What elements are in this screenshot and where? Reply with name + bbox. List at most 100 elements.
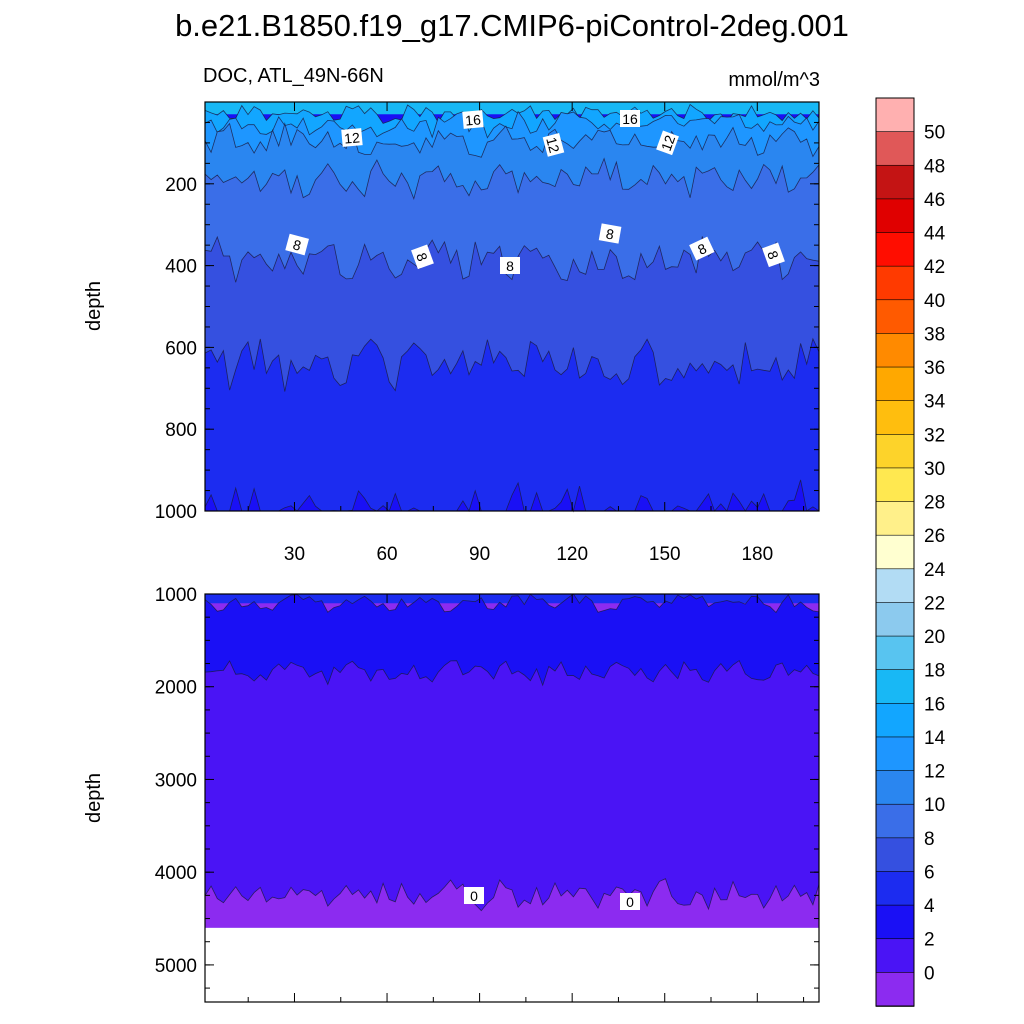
contour-line-6 (204, 337, 820, 392)
svg-text:12: 12 (658, 133, 678, 153)
colorbar-swatch (875, 703, 915, 738)
colorbar-label: 10 (924, 795, 945, 816)
colorbar-swatch (875, 568, 915, 604)
colorbar-swatch (875, 736, 915, 772)
lower-ylabel: depth (83, 773, 105, 823)
colorbar-swatch (875, 871, 915, 906)
colorbar-swatch (875, 770, 915, 806)
lower-panel: 1000 2000 3000 4000 5000 0 0 (155, 585, 820, 1003)
colorbar-label: 32 (924, 425, 945, 446)
colorbar-label: 22 (924, 593, 945, 614)
colorbar-swatch (875, 501, 915, 536)
colorbar-swatch (875, 467, 915, 503)
colorbar-frame (875, 97, 915, 1007)
svg-text:0: 0 (626, 894, 634, 910)
colorbar-swatch (875, 837, 915, 873)
contour-label: 8 (411, 244, 434, 270)
colorbar-label: 6 (924, 862, 935, 883)
colorbar-label: 14 (924, 728, 946, 749)
colorbar-swatch (875, 904, 915, 940)
colorbar-swatch (875, 299, 915, 335)
y-tick-label: 800 (165, 420, 197, 441)
colorbar-label: 2 (924, 930, 935, 951)
colorbar-swatch (875, 803, 915, 839)
y-tick-label: 400 (165, 257, 197, 278)
colorbar-label: 42 (924, 257, 945, 278)
contour-label: 0 (620, 893, 640, 910)
svg-text:0: 0 (470, 888, 478, 904)
contour-line-0 (204, 878, 820, 912)
colorbar-label: 8 (924, 829, 935, 850)
colorbar-label: 34 (924, 392, 946, 413)
x-tick-label: 120 (556, 544, 588, 565)
colorbar-swatch (875, 433, 915, 469)
colorbar-swatch (875, 972, 915, 1007)
colorbar-swatch (875, 265, 915, 301)
x-tick-label: 180 (741, 544, 773, 565)
y-tick-label: 1000 (155, 585, 197, 606)
contour-label: 16 (620, 110, 640, 127)
colorbar-label: 44 (924, 224, 946, 245)
colorbar-swatch (875, 97, 915, 133)
svg-text:12: 12 (344, 129, 361, 146)
y-tick-label: 2000 (155, 678, 197, 699)
colorbar-label: 38 (924, 324, 945, 345)
colorbar-swatch (875, 602, 915, 637)
x-tick-label: 150 (649, 544, 681, 565)
colorbar-label: 18 (924, 661, 945, 682)
contour-line-2 (204, 659, 820, 687)
upper-panel: 200 400 600 800 1000 30 60 90 120 150 180 16 16 12 12 1… (155, 101, 820, 565)
svg-text:8: 8 (605, 225, 616, 242)
contour-line-16 (204, 103, 820, 124)
upper-ylabel: depth (83, 281, 105, 331)
contour-line-4 (204, 593, 820, 614)
svg-text:12: 12 (543, 135, 563, 154)
contour-band-6 (205, 338, 819, 511)
contour-label: 8 (500, 257, 520, 274)
contour-label: 8 (762, 242, 785, 268)
contour-label: 12 (341, 128, 363, 147)
colorbar-label: 50 (924, 123, 945, 144)
colorbar-swatch (875, 131, 915, 167)
colorbar-label: 30 (924, 459, 945, 480)
x-tick-label: 60 (376, 544, 397, 565)
colorbar-swatch (875, 164, 915, 200)
y-tick-label: 5000 (155, 956, 197, 977)
plot-frame (204, 593, 820, 1003)
svg-text:8: 8 (506, 258, 514, 274)
contour-label: 16 (462, 110, 484, 129)
chart-title: b.e21.B1850.f19_g17.CMIP6-piControl-2deg… (175, 8, 849, 43)
colorbar-label: 26 (924, 526, 945, 547)
contour-label: 0 (464, 887, 484, 904)
colorbar-swatch (875, 635, 915, 671)
contour-line-8 (204, 235, 820, 283)
contour-line-10 (204, 157, 820, 200)
contour-label: 8 (285, 233, 309, 256)
colorbar-label: 0 (924, 963, 935, 984)
colorbar-label: 16 (924, 694, 945, 715)
contour-label: 12 (542, 133, 565, 157)
colorbar-label: 28 (924, 493, 945, 514)
colorbar-swatch (875, 333, 915, 368)
svg-text:16: 16 (465, 111, 482, 128)
colorbar-label: 36 (924, 358, 945, 379)
colorbar: 0246810121416182022242628303234363840424… (875, 97, 946, 1007)
contour-line-4 (204, 479, 820, 513)
contour-band-2 (205, 660, 819, 928)
svg-text:16: 16 (622, 111, 638, 127)
colorbar-label: 46 (924, 190, 945, 211)
y-tick-label: 600 (165, 338, 197, 359)
svg-text:8: 8 (291, 236, 303, 254)
contour-label: 12 (656, 130, 679, 156)
colorbar-label: 4 (924, 896, 935, 917)
colorbar-swatch (875, 198, 915, 234)
colorbar-label: 24 (924, 560, 946, 581)
no-data-area (205, 927, 819, 1002)
x-tick-label: 90 (469, 544, 490, 565)
x-tick-label: 30 (284, 544, 305, 565)
colorbar-label: 12 (924, 762, 945, 783)
units-label: mmol/m^3 (728, 69, 820, 91)
y-tick-label: 1000 (155, 502, 197, 523)
contour-band-0 (205, 878, 819, 928)
